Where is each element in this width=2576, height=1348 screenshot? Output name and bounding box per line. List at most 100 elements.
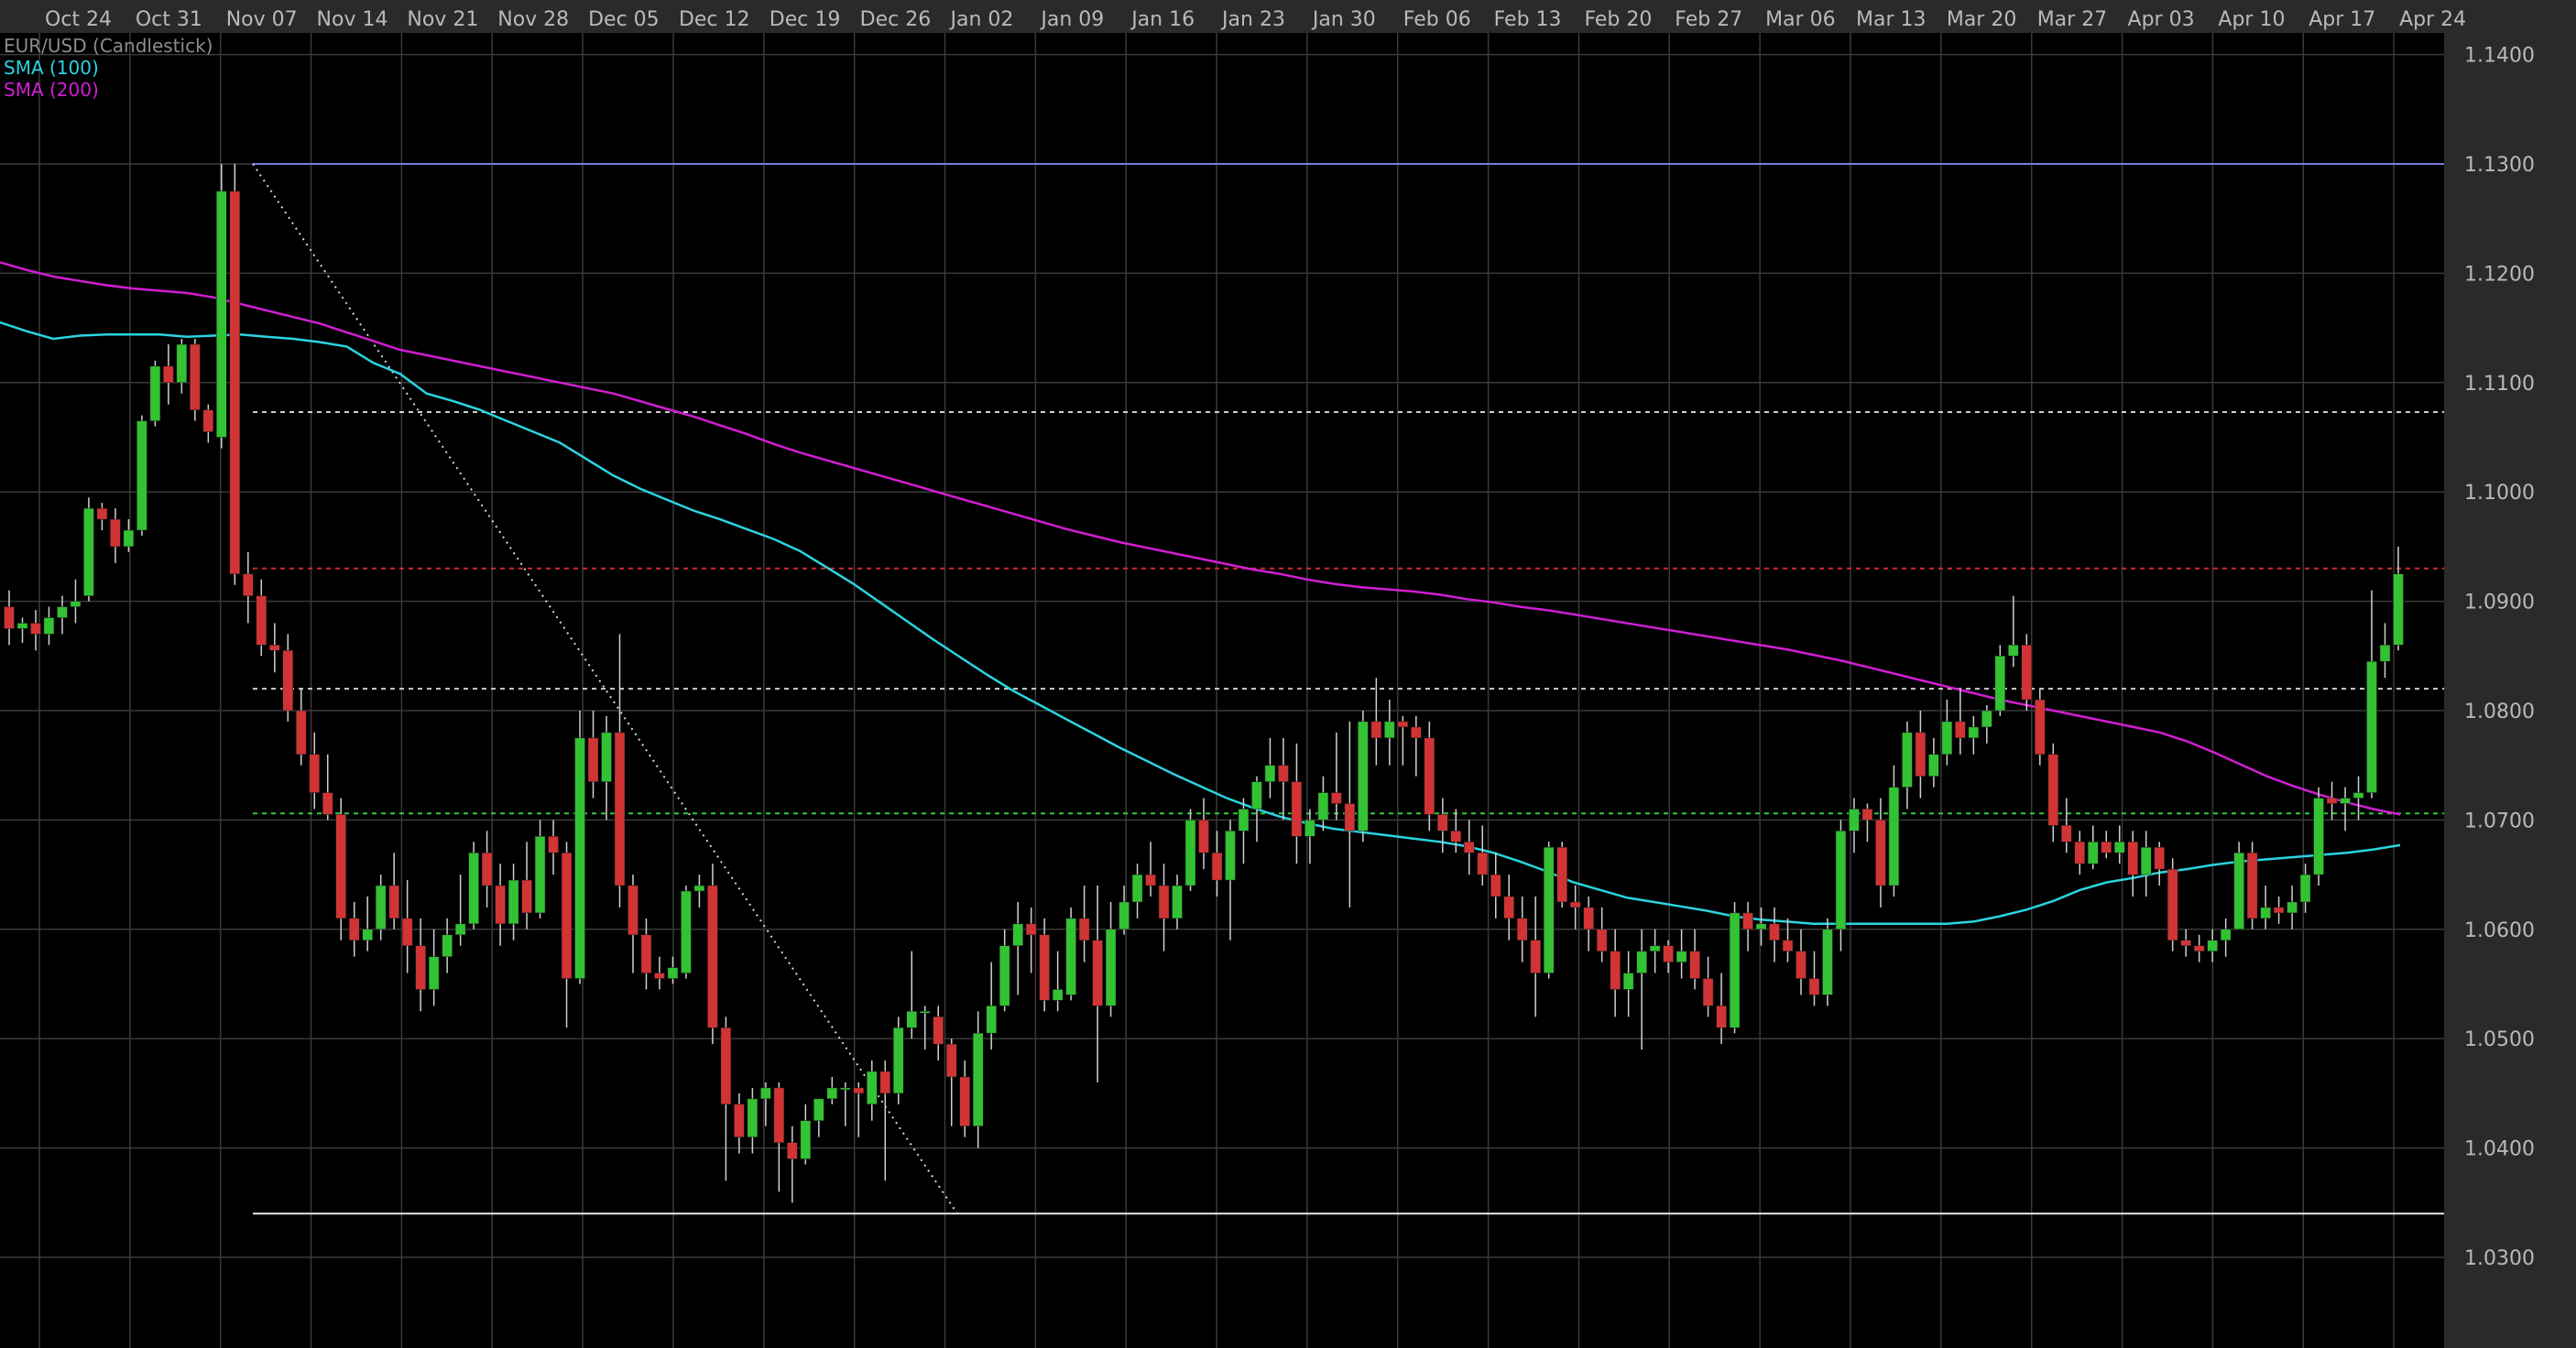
- candle-body: [216, 190, 227, 438]
- candle: [309, 732, 320, 810]
- candle-body: [1583, 907, 1594, 930]
- candle-body: [1331, 792, 1342, 804]
- candle-body: [1888, 787, 1900, 886]
- candle-body: [96, 507, 108, 520]
- candle-body: [2233, 852, 2244, 930]
- candle: [1198, 798, 1209, 870]
- candle: [1610, 929, 1621, 1017]
- candle: [1835, 820, 1847, 951]
- candle-body: [1622, 973, 1634, 990]
- candle-body: [375, 885, 387, 930]
- candle: [628, 875, 639, 973]
- y-tick-label: 1.1200: [2464, 263, 2535, 286]
- candle: [2287, 886, 2298, 929]
- candle: [773, 1082, 785, 1192]
- candle: [1596, 907, 1608, 962]
- candle-body: [574, 737, 585, 979]
- candle-body: [1663, 945, 1674, 962]
- candle: [2167, 858, 2178, 951]
- candle: [495, 864, 506, 946]
- y-tick-label: 1.0400: [2464, 1138, 2535, 1161]
- candle-body: [945, 1043, 957, 1078]
- candle: [720, 1016, 732, 1181]
- candle: [826, 1076, 838, 1104]
- candle: [335, 798, 346, 940]
- candle-body: [43, 617, 55, 635]
- candle-body: [879, 1071, 891, 1094]
- candle-body: [282, 650, 294, 712]
- candle-body: [1516, 918, 1528, 940]
- candle: [945, 1038, 957, 1126]
- candle: [16, 617, 28, 643]
- candle: [375, 875, 387, 940]
- candle: [1875, 798, 1886, 908]
- candle: [1145, 842, 1156, 897]
- candle: [986, 962, 997, 1050]
- candle: [282, 634, 294, 722]
- candle: [1649, 929, 1661, 973]
- candle-body: [1503, 896, 1514, 919]
- candle: [840, 1082, 851, 1126]
- candle-body: [2313, 798, 2324, 875]
- y-tick-label: 1.0900: [2464, 592, 2535, 614]
- annotation-lines: [252, 163, 2444, 1215]
- x-tick-label: Feb 13: [1494, 8, 1562, 31]
- candle-body: [229, 190, 241, 574]
- candle: [57, 595, 68, 635]
- candle: [322, 754, 333, 821]
- candle: [30, 610, 41, 651]
- candle-body: [587, 737, 599, 782]
- candle: [1437, 798, 1448, 853]
- candle: [415, 918, 426, 1012]
- candle: [1131, 864, 1143, 919]
- candle-body: [1464, 842, 1475, 853]
- candle: [747, 1087, 759, 1154]
- candle-body: [747, 1098, 759, 1137]
- candle: [508, 864, 519, 940]
- candle: [202, 404, 214, 443]
- candle-body: [1119, 901, 1130, 930]
- candle-body: [1556, 847, 1567, 903]
- candle-body: [468, 852, 479, 925]
- candle-body: [348, 918, 360, 940]
- candle: [2008, 595, 2019, 668]
- candle: [534, 820, 546, 919]
- candle-body: [2180, 940, 2191, 946]
- candle: [1796, 929, 1806, 995]
- candle-body: [2061, 825, 2072, 842]
- x-axis-ticks: Oct 24 Oct 31 Nov 07 Nov 14 Nov 21 Nov 28 Dec …: [45, 8, 2466, 31]
- candle-body: [2246, 852, 2258, 919]
- candle-body: [681, 890, 692, 973]
- candle: [1915, 711, 1927, 799]
- candle-body: [1875, 820, 1886, 886]
- candle: [548, 820, 559, 875]
- candle-body: [1716, 1006, 1727, 1028]
- candle: [2366, 590, 2377, 799]
- candles: [4, 164, 2404, 1203]
- candle-body: [521, 879, 532, 914]
- candle-body: [123, 529, 135, 548]
- x-tick-label: Mar 13: [1856, 8, 1927, 31]
- candle-body: [256, 595, 267, 646]
- candle: [1490, 853, 1501, 919]
- candle: [296, 689, 307, 766]
- candle-body: [2299, 874, 2311, 903]
- x-axis-bar: [0, 0, 2576, 33]
- candle-body: [1131, 874, 1143, 903]
- candle: [83, 497, 94, 602]
- y-tick-label: 1.0500: [2464, 1028, 2535, 1051]
- candle: [136, 415, 147, 536]
- candle-body: [309, 754, 320, 793]
- candle: [2260, 886, 2271, 929]
- candle-body: [1145, 874, 1156, 886]
- candle-body: [1358, 721, 1369, 832]
- candle-body: [1065, 918, 1076, 995]
- x-tick-label: Jan 02: [949, 8, 1014, 31]
- candle-body: [906, 1011, 917, 1028]
- x-tick-label: Apr 24: [2399, 8, 2466, 31]
- candle-body: [335, 814, 346, 919]
- candle: [388, 853, 399, 929]
- candle-body: [1702, 978, 1714, 1006]
- x-tick-label: Dec 26: [860, 8, 932, 31]
